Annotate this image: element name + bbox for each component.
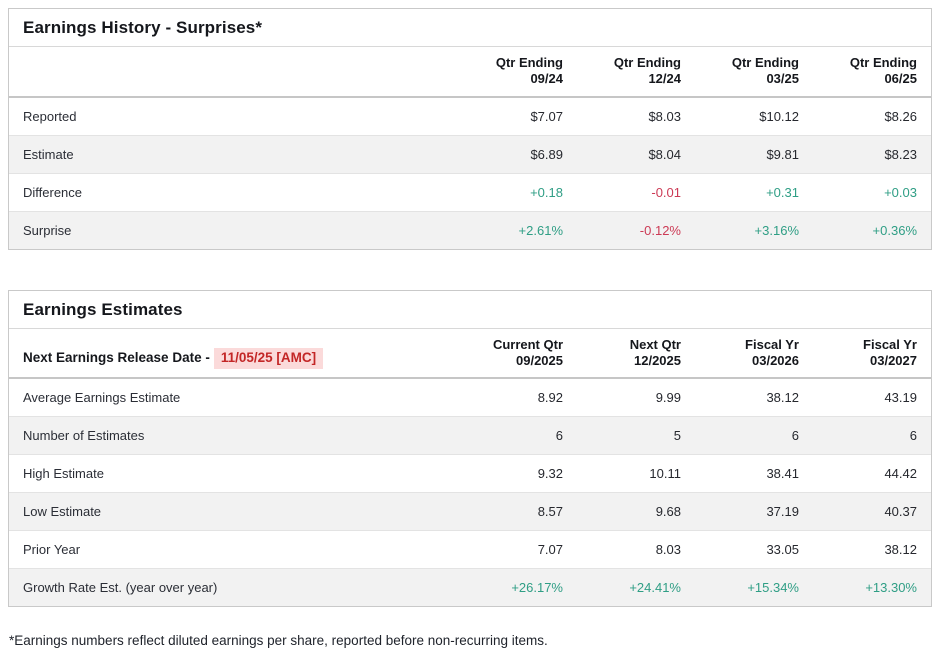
value-cell: 5 — [577, 416, 695, 455]
value-cell: 38.41 — [695, 454, 813, 493]
table-row-number-of-estimates: Number of Estimates 6 5 6 6 — [9, 416, 931, 455]
value-cell: 9.99 — [655, 390, 681, 405]
value-cell: 40.37 — [813, 492, 931, 531]
earnings-estimates-title: Earnings Estimates — [9, 291, 931, 329]
value-cell: 7.07 — [459, 530, 577, 569]
earnings-history-header-row: Qtr Ending 09/24 Qtr Ending 12/24 Qtr En… — [9, 47, 931, 98]
value-cell: $8.04 — [577, 134, 695, 173]
table-row-estimate: Estimate $6.89 $8.04 $9.81 $8.23 — [9, 134, 931, 173]
earnings-history-table: Qtr Ending 09/24 Qtr Ending 12/24 Qtr En… — [9, 47, 931, 249]
table-row-prior-year: Prior Year 7.07 8.03 33.05 38.12 — [9, 530, 931, 569]
value-cell: $6.89 — [459, 134, 577, 173]
column-header-next-qtr: Next Qtr 12/2025 — [577, 328, 695, 379]
earnings-history-title: Earnings History - Surprises* — [9, 9, 931, 47]
row-label: High Estimate — [9, 454, 459, 493]
value-cell: +26.17% — [459, 568, 577, 606]
value-cell: 33.05 — [695, 530, 813, 569]
release-date-value: 11/05/25 [AMC] — [213, 348, 324, 369]
value-cell: +3.16% — [695, 210, 813, 249]
value-cell: +15.34% — [695, 568, 813, 606]
value-cell: 44.42 — [813, 454, 931, 493]
value-cell: +0.18 — [459, 172, 577, 211]
column-header-current-qtr: Current Qtr 09/2025 — [459, 328, 577, 379]
header-spacer — [9, 47, 459, 98]
next-earnings-release: Next Earnings Release Date -11/05/25 [AM… — [9, 328, 459, 379]
column-header-qtr-0924: Qtr Ending 09/24 — [459, 47, 577, 98]
row-label: Estimate — [9, 134, 459, 173]
value-cell: +0.03 — [813, 172, 931, 211]
value-cell: 9.32 — [459, 454, 577, 493]
value-cell: $8.23 — [813, 134, 931, 173]
earnings-history-panel: Earnings History - Surprises* Qtr Ending… — [8, 8, 932, 250]
column-header-qtr-0625: Qtr Ending 06/25 — [813, 47, 931, 98]
row-label: Growth Rate Est. (year over year) — [9, 568, 459, 606]
row-label: Low Estimate — [9, 492, 459, 531]
earnings-estimates-panel: Earnings Estimates Next Earnings Release… — [8, 289, 932, 607]
value-cell: 6 — [459, 416, 577, 455]
value-cell: +0.31 — [695, 172, 813, 211]
value-cell: 10.11 — [577, 454, 695, 493]
value-cell: 8.57 — [459, 492, 577, 531]
value-cell: $7.07 — [530, 108, 563, 124]
value-cell: 8.92 — [537, 390, 563, 405]
row-label: Average Earnings Estimate — [23, 390, 181, 405]
column-header-fiscal-yr-2027: Fiscal Yr 03/2027 — [813, 328, 931, 379]
value-cell: 9.68 — [577, 492, 695, 531]
release-date-label: Next Earnings Release Date - — [23, 350, 210, 366]
value-cell: -0.12% — [577, 210, 695, 249]
value-cell: +0.36% — [813, 210, 931, 249]
row-label: Number of Estimates — [9, 416, 459, 455]
column-header-qtr-0325: Qtr Ending 03/25 — [695, 47, 813, 98]
column-header-fiscal-yr-2026: Fiscal Yr 03/2026 — [695, 328, 813, 379]
table-row-growth-rate-est: Growth Rate Est. (year over year) +26.17… — [9, 568, 931, 606]
table-row-reported: Reported $7.07 $8.03 $10.12 $8.26 — [9, 97, 931, 136]
value-cell: 8.03 — [577, 530, 695, 569]
value-cell: $8.26 — [884, 108, 917, 124]
row-label: Prior Year — [9, 530, 459, 569]
value-cell: -0.01 — [577, 172, 695, 211]
value-cell: 6 — [695, 416, 813, 455]
value-cell: 38.12 — [813, 530, 931, 569]
earnings-estimates-header-row: Next Earnings Release Date -11/05/25 [AM… — [9, 328, 931, 379]
value-cell: $10.12 — [759, 108, 799, 124]
footnote: *Earnings numbers reflect diluted earnin… — [9, 633, 548, 648]
table-row-difference: Difference +0.18 -0.01 +0.31 +0.03 — [9, 172, 931, 211]
table-row-average-earnings-estimate: Average Earnings Estimate 8.92 9.99 38.1… — [9, 378, 931, 417]
row-label: Surprise — [9, 210, 459, 249]
column-header-qtr-1224: Qtr Ending 12/24 — [577, 47, 695, 98]
value-cell: 38.12 — [766, 390, 799, 405]
earnings-estimates-table: Next Earnings Release Date -11/05/25 [AM… — [9, 328, 931, 606]
value-cell: +13.30% — [813, 568, 931, 606]
row-label: Reported — [23, 108, 77, 124]
value-cell: $9.81 — [695, 134, 813, 173]
value-cell: +24.41% — [577, 568, 695, 606]
table-row-high-estimate: High Estimate 9.32 10.11 38.41 44.42 — [9, 454, 931, 493]
value-cell: $8.03 — [648, 108, 681, 124]
value-cell: 37.19 — [695, 492, 813, 531]
value-cell: +2.61% — [459, 210, 577, 249]
table-row-surprise: Surprise +2.61% -0.12% +3.16% +0.36% — [9, 210, 931, 249]
table-row-low-estimate: Low Estimate 8.57 9.68 37.19 40.37 — [9, 492, 931, 531]
value-cell: 6 — [813, 416, 931, 455]
row-label: Difference — [9, 172, 459, 211]
value-cell: 43.19 — [884, 390, 917, 405]
